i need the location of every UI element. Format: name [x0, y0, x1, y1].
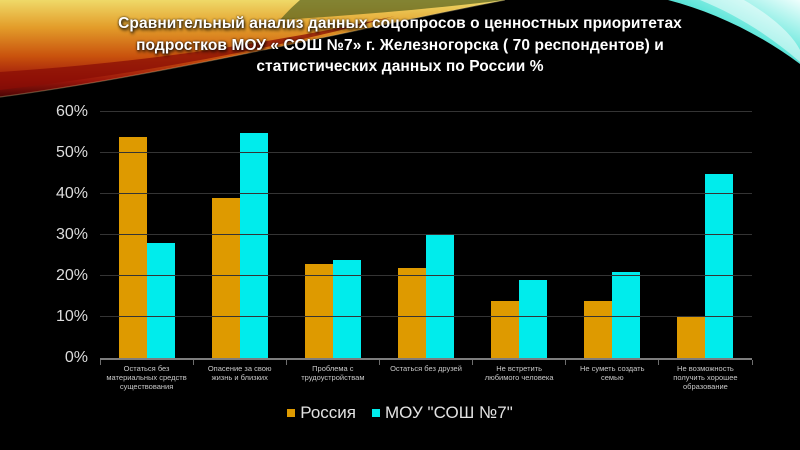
bar-group: [100, 112, 193, 358]
slide-title-line: статистических данных по России %: [256, 58, 544, 75]
bar-group: [193, 112, 286, 358]
plot-area: [99, 111, 753, 365]
bar-school: [519, 280, 548, 358]
legend-item: Россия: [287, 403, 356, 423]
x-axis-category-label: Опасение за свою жизнь и близких: [207, 364, 272, 382]
x-axis-tick: [565, 360, 567, 365]
bar-russia: [584, 300, 613, 358]
y-axis: 0% 10% 20% 30% 40% 50% 60%: [0, 103, 92, 366]
slide-title-line: подростков МОУ « СОШ №7» г. Железногорск…: [136, 36, 664, 54]
bar-group: [379, 112, 472, 358]
bar-group: [566, 112, 659, 358]
bar-russia: [397, 267, 426, 358]
legend-label: МОУ "СОШ №7": [385, 403, 513, 422]
y-axis-tick-label: 30%: [55, 226, 88, 243]
x-axis-tick: [658, 360, 660, 365]
x-axis-category-label: Остаться без материальных средств сущест…: [106, 364, 187, 391]
bar-school: [612, 271, 641, 358]
bar-russia: [491, 300, 520, 358]
bar-school: [705, 173, 734, 358]
gridline: [100, 152, 752, 153]
bar-group: [659, 112, 752, 358]
bar-russia: [118, 136, 147, 358]
x-axis-tick: [751, 360, 753, 365]
y-axis-tick-label: 60%: [55, 103, 88, 120]
slide-title: Сравнительный анализ данных соцопросов о…: [30, 13, 770, 78]
slide-title-line: Сравнительный анализ данных соцопросов о…: [118, 15, 682, 32]
x-axis-category-label: Остаться без друзей: [390, 364, 462, 373]
gridline: [100, 111, 752, 112]
bar-group: [473, 112, 566, 358]
x-axis-tick: [472, 360, 474, 365]
y-axis-tick-label: 20%: [55, 267, 88, 285]
x-axis-tick: [99, 360, 101, 365]
x-axis-tick: [192, 360, 194, 365]
x-axis-category-label: Проблема с трудоустройствам: [301, 364, 365, 382]
bar-russia: [211, 198, 240, 358]
bar-school: [239, 132, 268, 358]
bar-russia: [304, 263, 333, 358]
x-axis-tick: [285, 360, 287, 365]
y-axis-tick-label: 40%: [55, 185, 88, 203]
x-axis-labels: Остаться без материальных средств сущест…: [100, 364, 752, 391]
x-axis-category-label: Не возможность получить хорошее образова…: [673, 364, 738, 391]
x-axis-tick: [378, 360, 380, 365]
x-axis-category-label: Не встретить любимого человека: [484, 364, 554, 382]
gridline: [100, 193, 752, 194]
y-axis-tick-label: 10%: [55, 308, 88, 326]
chart-legend: Россия МОУ "СОШ №7": [0, 403, 800, 423]
legend-label: Россия: [300, 403, 356, 422]
gridline: [100, 234, 752, 235]
y-axis-tick-label: 0%: [64, 349, 88, 366]
gridline: [100, 316, 752, 317]
bar-school: [425, 235, 454, 358]
legend-item: МОУ "СОШ №7": [372, 403, 513, 423]
bar-group: [286, 112, 379, 358]
x-axis-category-label: Не суметь создать семью: [580, 364, 645, 382]
gridline: [100, 275, 752, 276]
bar-school: [146, 243, 175, 358]
bar-russia: [677, 317, 706, 358]
bar-groups: [100, 112, 752, 358]
y-axis-tick-label: 50%: [55, 144, 88, 161]
legend-swatch-icon: [372, 409, 380, 417]
legend-swatch-icon: [287, 409, 296, 417]
bar-school: [332, 259, 361, 358]
